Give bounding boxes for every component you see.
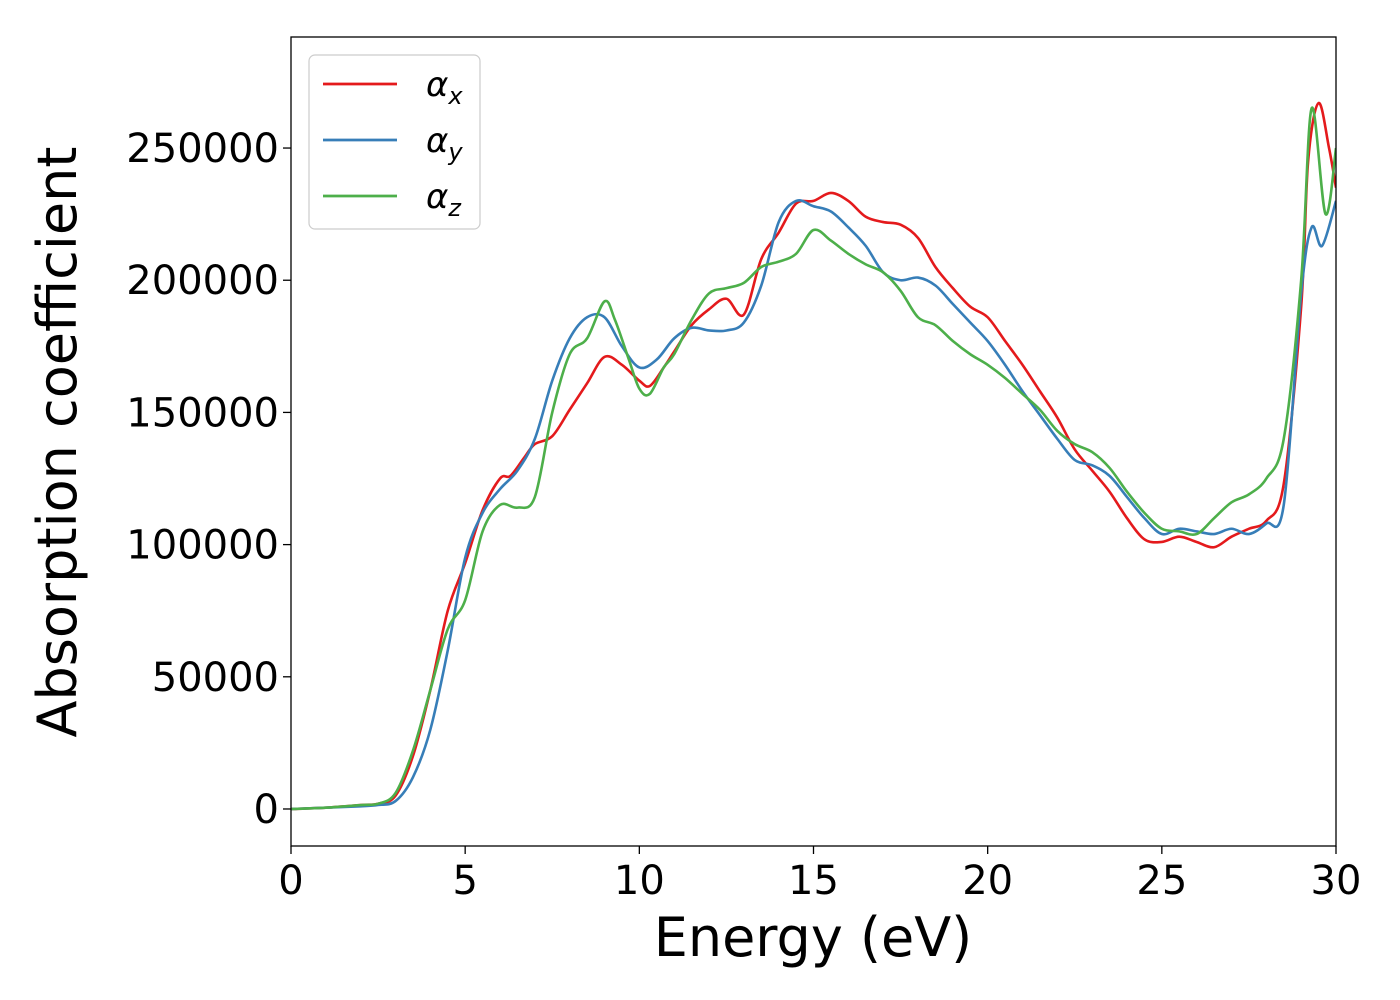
y-tick-label: 0 — [254, 787, 279, 833]
y-tick-label: 100000 — [126, 523, 279, 569]
x-tick-label: 10 — [614, 858, 665, 904]
y-tick-label: 150000 — [126, 390, 279, 436]
x-axis-label: Energy (eV) — [654, 906, 973, 969]
x-tick-label: 0 — [278, 858, 303, 904]
x-axis-ticks: 0 5 10 15 20 25 30 — [278, 846, 1361, 904]
x-tick-label: 20 — [962, 858, 1013, 904]
y-tick-label: 50000 — [152, 655, 279, 701]
x-tick-label: 25 — [1136, 858, 1187, 904]
y-tick-label: 250000 — [126, 126, 279, 172]
legend-items: αx αy αz — [323, 65, 463, 222]
x-tick-label: 5 — [452, 858, 477, 904]
series-line-x — [291, 101, 1336, 811]
legend-label-y: αy — [426, 121, 463, 166]
x-tick-label: 30 — [1311, 858, 1362, 904]
series-line-y — [291, 199, 1336, 811]
y-tick-label: 200000 — [126, 258, 279, 304]
legend-label-z: αz — [426, 177, 462, 222]
y-axis-label: Absorption coefficient — [26, 147, 89, 738]
plot-layer — [291, 101, 1336, 811]
x-tick-label: 15 — [788, 858, 839, 904]
series-line-z — [291, 106, 1336, 811]
legend-box — [308, 54, 481, 230]
legend-label-x: αx — [426, 65, 463, 110]
y-axis-ticks: 0 50000 100000 150000 200000 250000 — [126, 126, 291, 833]
legend: αx αy αz — [308, 54, 481, 230]
